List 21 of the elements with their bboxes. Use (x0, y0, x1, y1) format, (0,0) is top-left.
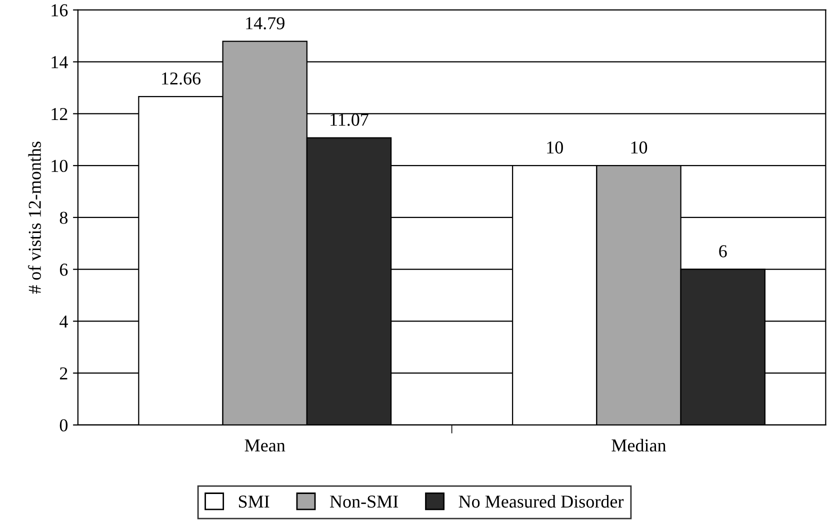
data-label: 10 (547, 141, 563, 154)
data-label: 6 (719, 245, 727, 258)
y-tick-label: 0 (60, 419, 68, 432)
y-axis-title: # of vistis 12-months (28, 142, 41, 294)
y-tick-label: 10 (52, 160, 68, 172)
y-tick-label: 8 (60, 212, 68, 224)
y-tick-label: 6 (60, 264, 68, 276)
legend-label: No Measured Disorder (458, 494, 624, 508)
data-label: 12.66 (162, 72, 201, 85)
data-label: 11.07 (330, 114, 368, 126)
legend-label: Non-SMI (330, 496, 398, 508)
y-tick-label: 14 (52, 56, 68, 68)
data-label: 14.79 (246, 17, 284, 30)
y-tick-label: 12 (52, 108, 68, 120)
y-tick-label: 2 (60, 367, 68, 380)
y-tick-label: 16 (52, 4, 68, 16)
x-tick-label: Mean (244, 440, 286, 452)
y-tick-label: 4 (60, 316, 68, 328)
data-label: 10 (631, 141, 648, 154)
legend-label: SMI (238, 496, 270, 508)
x-tick-label: Median (612, 438, 666, 452)
